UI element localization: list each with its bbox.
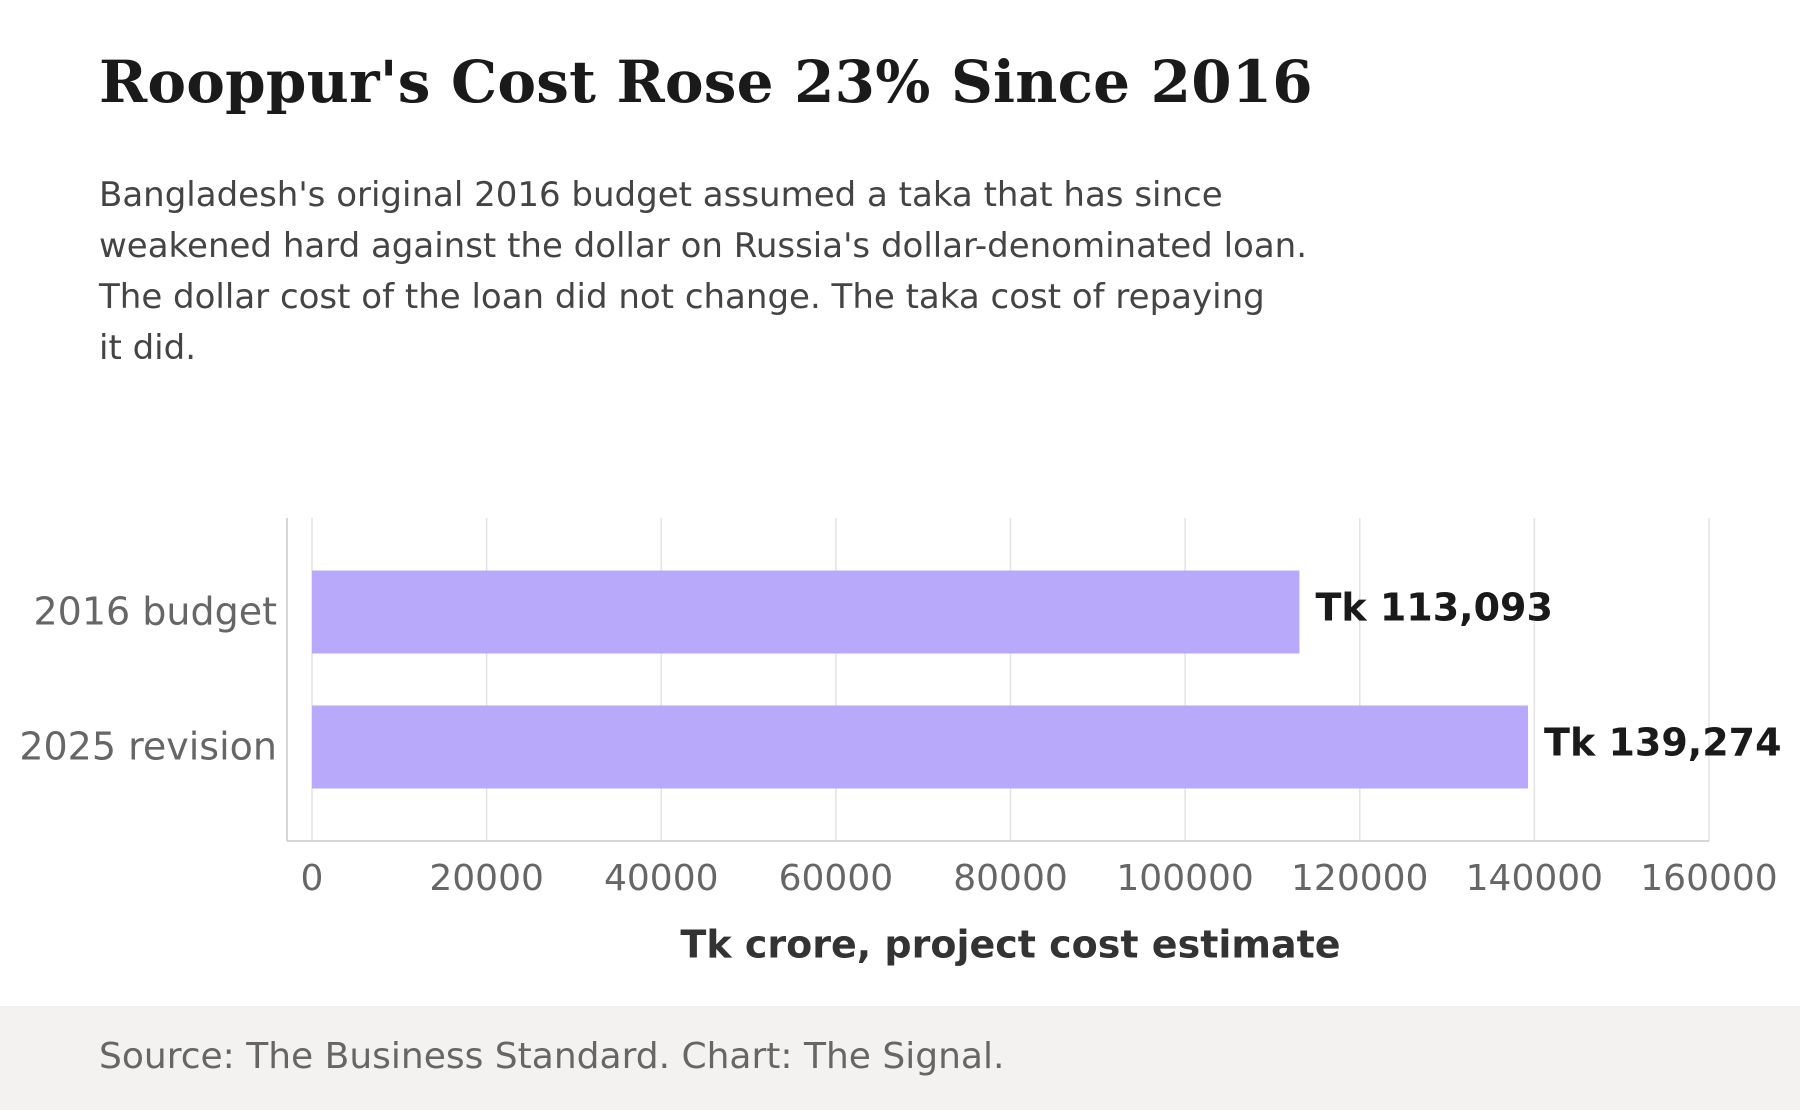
subtitle-line: Bangladesh's original 2016 budget assume… bbox=[99, 175, 1223, 215]
y-category-label: 2016 budget bbox=[33, 590, 277, 634]
y-category-label: 2025 revision bbox=[19, 725, 277, 769]
grid-lines bbox=[311, 518, 1710, 841]
bar-chart: 0 20000 40000 60000 80000 100000 120000 140000 1… bbox=[19, 518, 1782, 967]
chart-subtitle: Bangladesh's original 2016 budget assume… bbox=[99, 170, 1519, 374]
x-tick-label: 120000 bbox=[1291, 858, 1428, 899]
bar-value-label: Tk 139,274 bbox=[1544, 721, 1782, 765]
bar bbox=[312, 570, 1300, 654]
subtitle-line: The dollar cost of the loan did not chan… bbox=[99, 277, 1265, 317]
x-axis-title: Tk crore, project cost estimate bbox=[680, 923, 1340, 967]
source-note: Source: The Business Standard. Chart: Th… bbox=[99, 1036, 1005, 1077]
labels: 0 20000 40000 60000 80000 100000 120000 140000 1… bbox=[19, 586, 1781, 967]
x-tick-label: 80000 bbox=[953, 858, 1068, 899]
x-tick-label: 60000 bbox=[779, 858, 894, 899]
x-tick-label: 20000 bbox=[429, 858, 544, 899]
bar-value-label: Tk 113,093 bbox=[1315, 586, 1553, 630]
x-tick-label: 100000 bbox=[1116, 858, 1253, 899]
bars bbox=[312, 570, 1529, 789]
footer: Source: The Business Standard. Chart: Th… bbox=[0, 1006, 1800, 1110]
x-tick-label: 0 bbox=[301, 858, 324, 899]
bar bbox=[312, 705, 1529, 789]
axes bbox=[286, 518, 1709, 842]
subtitle-line: weakened hard against the dollar on Russ… bbox=[99, 226, 1308, 266]
x-tick-label: 160000 bbox=[1640, 858, 1777, 899]
x-tick-label: 40000 bbox=[604, 858, 719, 899]
subtitle-line: it did. bbox=[99, 328, 197, 368]
chart-title: Rooppur's Cost Rose 23% Since 2016 bbox=[99, 48, 1313, 116]
x-tick-label: 140000 bbox=[1466, 858, 1603, 899]
